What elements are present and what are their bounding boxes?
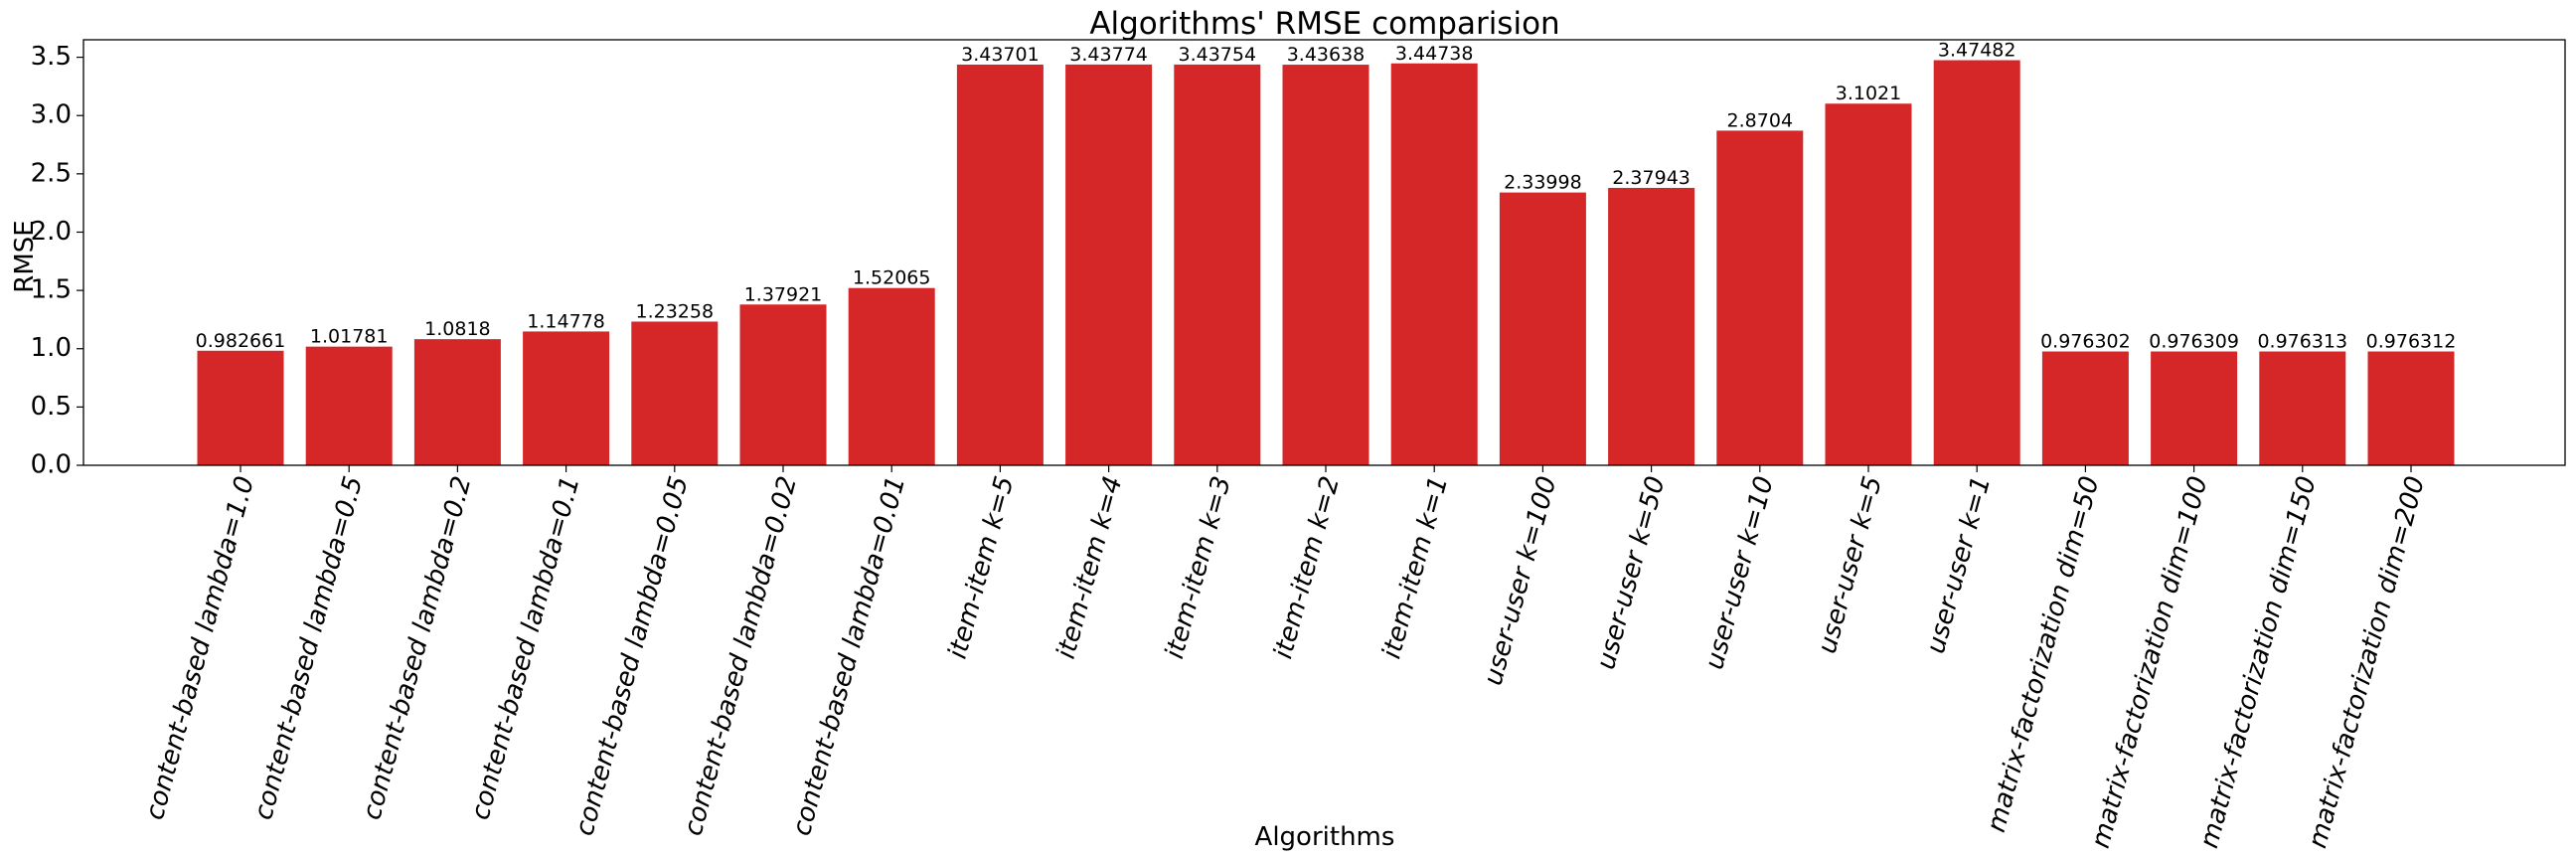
bar — [413, 339, 501, 465]
x-tick-label: item-item k=1 — [1376, 473, 1454, 662]
y-tick-label: 2.5 — [31, 158, 72, 188]
y-tick-label: 1.5 — [31, 275, 72, 305]
x-tick-label: matrix-factorization dim=200 — [2303, 473, 2431, 851]
bar — [1608, 187, 1695, 466]
x-tick-label: user-user k=10 — [1699, 473, 1780, 673]
y-tick-label: 3.0 — [31, 100, 72, 130]
y-axis-title: RMSE — [10, 220, 40, 292]
x-tick-label: content-based lambda=0.1 — [465, 473, 585, 823]
bar — [2041, 351, 2129, 465]
bar — [1825, 103, 1912, 466]
bar-value-label: 0.982661 — [196, 330, 286, 352]
bar-value-label: 1.01781 — [310, 326, 389, 348]
bar — [2259, 351, 2346, 465]
y-tick-label: 2.0 — [31, 217, 72, 247]
bar-value-label: 3.47482 — [1938, 40, 2016, 62]
y-tick-label: 0.5 — [31, 392, 72, 422]
x-axis-title: Algorithms — [1255, 822, 1395, 852]
y-tick-label: 0.0 — [31, 450, 72, 480]
x-tick-label: item-item k=3 — [1160, 473, 1237, 662]
bar — [1499, 192, 1586, 466]
bar-value-label: 3.1021 — [1836, 83, 1901, 104]
x-tick-label: content-based lambda=0.05 — [569, 473, 694, 839]
y-axis-ticks: 0.0 0.5 1.0 1.5 2.0 2.5 3.0 3.5 — [31, 42, 83, 480]
x-tick-label: item-item k=2 — [1268, 473, 1346, 662]
x-tick-label: content-based lambda=1.0 — [140, 473, 260, 823]
x-tick-label: content-based lambda=0.5 — [248, 473, 369, 823]
x-tick-label: content-based lambda=0.2 — [357, 473, 477, 823]
x-tick-label: matrix-factorization dim=150 — [2194, 473, 2323, 851]
x-tick-label: item-item k=4 — [1051, 473, 1129, 662]
bar-value-label: 2.8704 — [1727, 109, 1793, 131]
bar-value-label: 1.14778 — [527, 310, 605, 332]
bar-value-label: 0.976313 — [2257, 331, 2347, 353]
x-tick-label: user-user k=50 — [1591, 473, 1672, 673]
bar-value-label: 0.976302 — [2040, 331, 2131, 353]
bar-value-label: 0.976309 — [2149, 331, 2239, 353]
bar — [2367, 351, 2455, 465]
bar-value-label: 3.43638 — [1287, 44, 1366, 66]
bar-value-label: 0.976312 — [2366, 331, 2457, 353]
bar — [1065, 64, 1153, 466]
y-tick-label: 1.0 — [31, 333, 72, 363]
x-tick-label: content-based lambda=0.01 — [787, 473, 911, 839]
bars-group — [197, 60, 2455, 466]
bar — [523, 331, 610, 465]
bar-value-labels: 0.982661 1.01781 1.0818 1.14778 1.23258 1.379… — [196, 40, 2457, 353]
bar — [197, 350, 284, 465]
bar — [305, 346, 393, 465]
bar — [1174, 64, 1261, 465]
bar-value-label: 1.23258 — [636, 300, 715, 322]
bar — [956, 64, 1044, 465]
x-tick-label: user-user k=5 — [1813, 473, 1888, 657]
plot-frame — [82, 39, 2566, 466]
x-tick-label: user-user k=100 — [1478, 473, 1562, 689]
bar-value-label: 1.52065 — [853, 267, 931, 289]
bar-value-label: 2.33998 — [1504, 172, 1582, 194]
x-tick-label: content-based lambda=0.02 — [679, 473, 803, 839]
bar — [1390, 63, 1478, 465]
bar — [2151, 351, 2238, 465]
bar-value-label: 3.44738 — [1395, 43, 1474, 65]
bar — [631, 321, 719, 465]
bar-value-label: 3.43774 — [1069, 44, 1148, 66]
bar — [739, 304, 827, 465]
bar-value-label: 1.37921 — [744, 283, 823, 305]
x-tick-label: user-user k=1 — [1921, 473, 1997, 657]
chart-title: Algorithms' RMSE comparision — [1089, 6, 1559, 42]
bar-value-label: 1.0818 — [424, 318, 490, 340]
x-tick-label: matrix-factorization dim=100 — [2086, 473, 2214, 851]
bar — [1282, 65, 1369, 466]
bar — [1933, 60, 2020, 465]
bar-value-label: 2.37943 — [1612, 167, 1690, 189]
bar — [848, 287, 935, 465]
y-tick-label: 3.5 — [31, 42, 72, 72]
bar-value-label: 3.43754 — [1179, 44, 1257, 66]
bar-value-label: 3.43701 — [961, 44, 1040, 66]
x-tick-label: item-item k=5 — [943, 473, 1021, 662]
x-tick-label: matrix-factorization dim=50 — [1982, 473, 2106, 835]
bar — [1716, 130, 1804, 465]
